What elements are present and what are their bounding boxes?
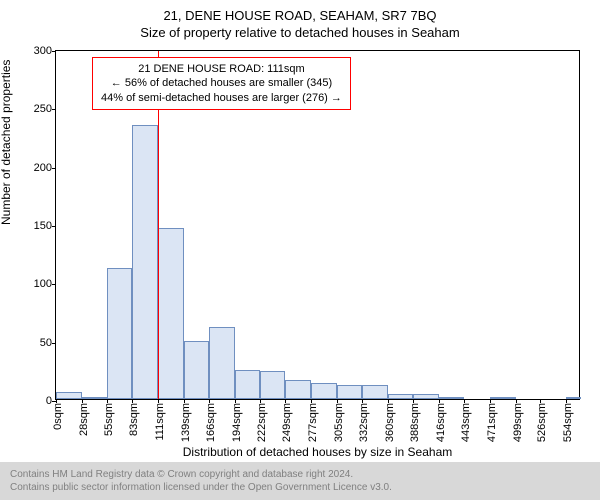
x-tick-label: 139sqm [180, 403, 192, 442]
x-tick-mark [388, 399, 389, 403]
x-tick-mark [285, 399, 286, 403]
callout-box: 21 DENE HOUSE ROAD: 111sqm← 56% of detac… [92, 57, 351, 110]
footer-line-2: Contains public sector information licen… [10, 481, 590, 494]
callout-line: ← 56% of detached houses are smaller (34… [101, 76, 342, 90]
x-tick-label: 249sqm [281, 403, 293, 442]
x-tick-label: 83sqm [128, 403, 140, 436]
x-tick-label: 55sqm [103, 403, 115, 436]
histogram-bar [413, 394, 439, 399]
histogram-bar [184, 341, 209, 399]
x-tick-mark [260, 399, 261, 403]
x-tick-label: 166sqm [205, 403, 217, 442]
histogram-bar [337, 385, 362, 399]
x-tick-mark [82, 399, 83, 403]
y-tick-mark [52, 51, 56, 52]
x-tick-mark [209, 399, 210, 403]
footer-attribution: Contains HM Land Registry data © Crown c… [0, 462, 600, 500]
x-tick-label: 499sqm [512, 403, 524, 442]
x-tick-mark [413, 399, 414, 403]
y-axis-label: Number of detached properties [0, 60, 13, 225]
histogram-bar [388, 394, 414, 399]
x-tick-mark [107, 399, 108, 403]
x-tick-mark [311, 399, 312, 403]
histogram-bar [439, 397, 464, 399]
x-tick-mark [464, 399, 465, 403]
histogram-bar [362, 385, 388, 399]
y-tick-mark [52, 284, 56, 285]
x-tick-mark [337, 399, 338, 403]
x-tick-label: 305sqm [333, 403, 345, 442]
x-tick-mark [540, 399, 541, 403]
y-tick-mark [52, 109, 56, 110]
x-tick-mark [490, 399, 491, 403]
x-tick-label: 416sqm [435, 403, 447, 442]
x-tick-mark [516, 399, 517, 403]
y-tick-mark [52, 168, 56, 169]
x-tick-label: 332sqm [358, 403, 370, 442]
footer-line-1: Contains HM Land Registry data © Crown c… [10, 468, 590, 481]
x-tick-mark [158, 399, 159, 403]
x-tick-label: 471sqm [486, 403, 498, 442]
x-tick-mark [235, 399, 236, 403]
x-tick-label: 388sqm [409, 403, 421, 442]
chart-title-main: 21, DENE HOUSE ROAD, SEAHAM, SR7 7BQ [0, 0, 600, 23]
x-tick-mark [132, 399, 133, 403]
x-tick-mark [56, 399, 57, 403]
callout-line: 21 DENE HOUSE ROAD: 111sqm [101, 62, 342, 76]
x-tick-label: 443sqm [460, 403, 472, 442]
histogram-bar [56, 392, 82, 399]
plot-area: 0501001502002503000sqm28sqm55sqm83sqm111… [55, 50, 580, 400]
histogram-bar [285, 380, 311, 399]
x-tick-mark [566, 399, 567, 403]
x-tick-label: 194sqm [231, 403, 243, 442]
histogram-bar [107, 268, 133, 399]
x-tick-label: 360sqm [384, 403, 396, 442]
x-tick-label: 222sqm [256, 403, 268, 442]
histogram-bar [311, 383, 337, 399]
histogram-bar [566, 397, 581, 399]
x-tick-label: 554sqm [562, 403, 574, 442]
histogram-bar [235, 370, 261, 399]
chart-title-sub: Size of property relative to detached ho… [0, 23, 600, 40]
callout-line: 44% of semi-detached houses are larger (… [101, 91, 342, 105]
histogram-bar [209, 327, 235, 399]
y-tick-mark [52, 343, 56, 344]
y-tick-mark [52, 226, 56, 227]
histogram-bar [132, 125, 158, 399]
x-tick-label: 28sqm [78, 403, 90, 436]
x-tick-mark [184, 399, 185, 403]
x-tick-label: 0sqm [52, 403, 64, 430]
histogram-bar [260, 371, 285, 399]
x-tick-label: 111sqm [154, 403, 166, 441]
x-tick-mark [362, 399, 363, 403]
x-tick-label: 526sqm [536, 403, 548, 442]
histogram-bar [158, 228, 184, 400]
x-axis-label: Distribution of detached houses by size … [55, 445, 580, 459]
histogram-bar [490, 397, 516, 399]
x-tick-label: 277sqm [307, 403, 319, 442]
x-tick-mark [439, 399, 440, 403]
histogram-bar [82, 397, 107, 399]
